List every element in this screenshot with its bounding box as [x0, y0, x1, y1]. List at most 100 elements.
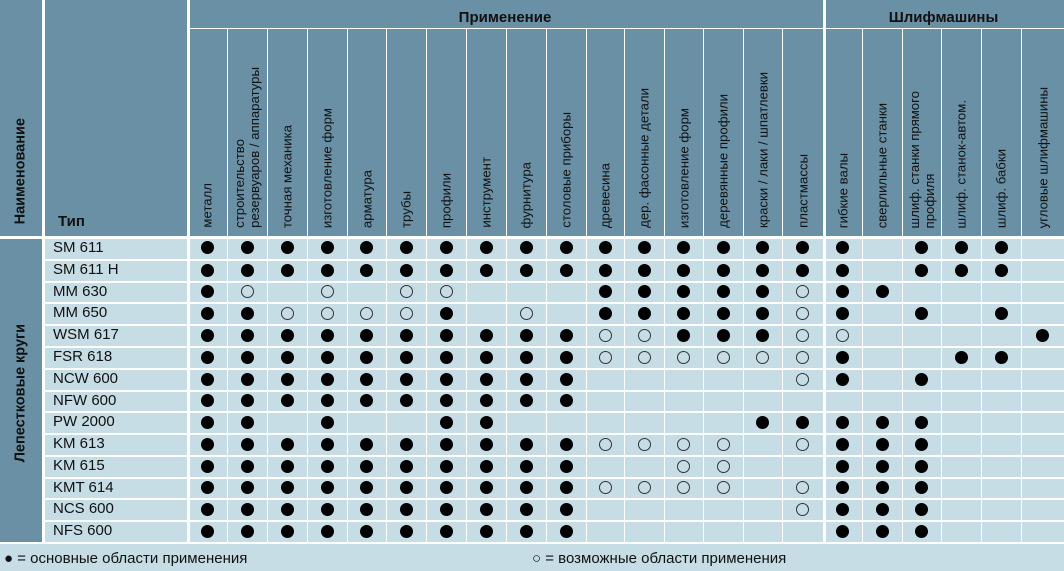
full-dot-icon — [479, 241, 493, 254]
table-cell — [1021, 346, 1064, 368]
column-header-label: изготовление форм — [676, 107, 691, 228]
table-cell — [743, 281, 782, 302]
full-dot-icon — [756, 263, 769, 277]
table-cell — [941, 259, 981, 281]
full-dot-icon — [479, 459, 493, 473]
column-header: деревянные профили — [703, 28, 743, 236]
table-cell — [664, 520, 703, 542]
full-dot-icon — [479, 394, 493, 407]
full-dot-icon — [439, 394, 453, 407]
full-dot-icon — [320, 524, 334, 538]
column-header-label: сверлильные станки — [874, 102, 890, 228]
table-cell — [981, 236, 1021, 259]
table-cell — [586, 498, 624, 520]
open-circle-icon — [796, 350, 809, 364]
table-cell — [586, 281, 624, 302]
full-dot-icon — [875, 415, 889, 429]
full-dot-icon — [836, 372, 849, 386]
table-cell — [664, 346, 703, 368]
grid-line — [42, 520, 1064, 522]
full-dot-icon — [559, 524, 573, 538]
full-dot-icon — [200, 524, 214, 538]
full-dot-icon — [875, 459, 889, 473]
table-cell — [782, 390, 823, 411]
full-dot-icon — [200, 502, 214, 516]
table-cell — [823, 390, 862, 411]
table-cell — [823, 477, 862, 498]
column-header: шлиф. бабки — [981, 28, 1021, 236]
table-cell — [386, 455, 426, 477]
full-dot-icon — [439, 263, 453, 277]
table-cell — [981, 302, 1021, 324]
column-header-label: краски / лаки / шпатлевки — [755, 71, 770, 228]
grid-line — [347, 28, 348, 542]
table-cell — [546, 477, 586, 498]
table-cell — [902, 236, 941, 259]
grid-line — [386, 28, 387, 542]
full-dot-icon — [836, 415, 849, 429]
full-dot-icon — [280, 459, 294, 473]
full-dot-icon — [954, 350, 968, 364]
table-cell — [823, 498, 862, 520]
column-header: арматура — [347, 28, 386, 236]
table-cell — [426, 498, 466, 520]
full-dot-icon — [716, 241, 730, 254]
full-dot-icon — [716, 306, 730, 320]
row-name: NCW 600 — [42, 368, 187, 390]
table-cell — [546, 281, 586, 302]
column-header: шлиф. станок-автом. — [941, 28, 981, 236]
table-cell — [624, 346, 664, 368]
row-name: MM 630 — [42, 281, 187, 302]
full-dot-icon — [875, 437, 889, 451]
full-dot-icon — [915, 524, 928, 538]
table-cell — [981, 390, 1021, 411]
full-dot-icon — [559, 459, 573, 473]
grid-line — [42, 498, 1064, 500]
table-cell — [743, 498, 782, 520]
full-dot-icon — [240, 415, 254, 429]
grid-line — [42, 390, 1064, 392]
open-circle-icon — [280, 306, 294, 320]
column-header: пластмассы — [782, 28, 823, 236]
full-dot-icon — [479, 437, 493, 451]
full-dot-icon — [439, 328, 453, 342]
table-cell — [506, 411, 546, 433]
table-cell — [823, 259, 862, 281]
full-dot-icon — [559, 394, 573, 407]
table-cell — [466, 346, 506, 368]
table-cell — [862, 368, 902, 390]
table-cell — [347, 302, 386, 324]
table-cell — [347, 498, 386, 520]
table-cell — [941, 281, 981, 302]
table-cell — [624, 302, 664, 324]
full-dot-icon — [200, 372, 214, 386]
table-cell — [307, 302, 347, 324]
table-cell — [1021, 498, 1064, 520]
table-cell — [743, 368, 782, 390]
table-cell — [902, 455, 941, 477]
full-dot-icon — [559, 437, 573, 451]
table-cell — [187, 281, 227, 302]
table-cell — [386, 236, 426, 259]
full-dot-icon — [320, 372, 334, 386]
table-cell — [386, 281, 426, 302]
grid-line — [42, 259, 1064, 261]
full-dot-icon — [280, 241, 294, 254]
full-dot-icon — [479, 328, 493, 342]
open-circle-icon — [320, 306, 334, 320]
table-cell — [546, 236, 586, 259]
row-name: NFW 600 — [42, 390, 187, 411]
table-cell — [267, 259, 307, 281]
table-cell — [187, 368, 227, 390]
table-cell — [586, 455, 624, 477]
table-cell — [546, 498, 586, 520]
column-header-label: изготовление форм — [319, 107, 335, 228]
full-dot-icon — [360, 394, 373, 407]
table-cell — [941, 520, 981, 542]
full-dot-icon — [240, 481, 254, 494]
table-cell — [187, 433, 227, 455]
open-circle-icon — [439, 285, 453, 298]
table-cell — [187, 520, 227, 542]
group-primenenie: Применение — [187, 0, 823, 28]
table-cell — [743, 236, 782, 259]
